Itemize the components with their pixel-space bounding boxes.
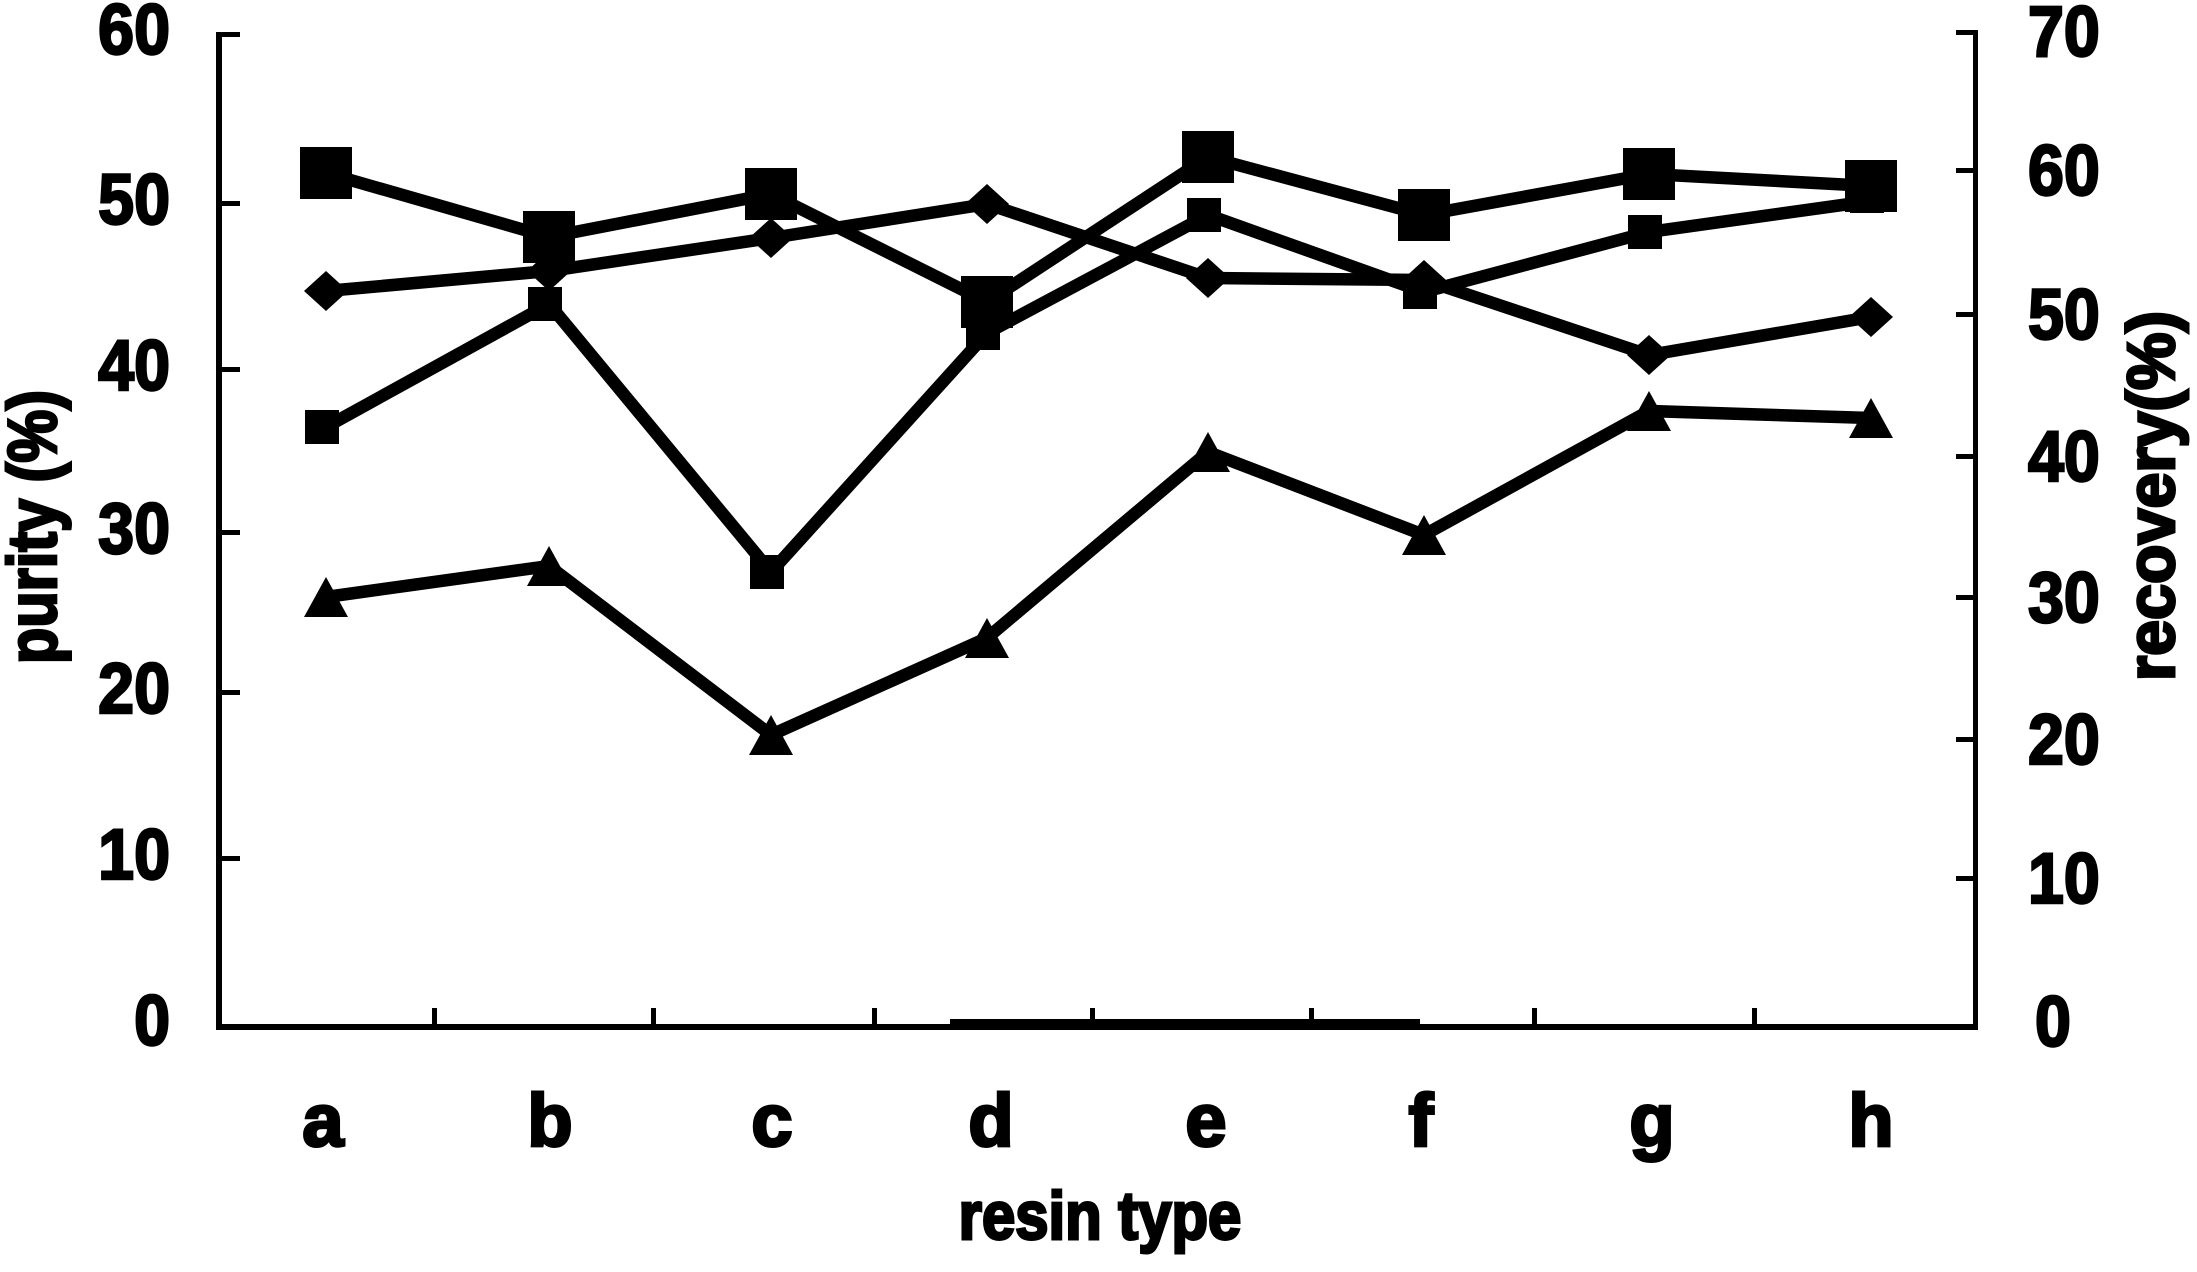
svg-text:50: 50	[2028, 276, 2100, 354]
svg-text:30: 30	[2028, 559, 2100, 637]
svg-text:10: 10	[2028, 840, 2100, 918]
svg-text:recovery(%): recovery(%)	[2113, 311, 2188, 681]
svg-text:60: 60	[2028, 132, 2100, 210]
svg-text:40: 40	[2028, 418, 2100, 496]
svg-text:g: g	[1629, 1079, 1674, 1162]
svg-text:60: 60	[98, 0, 170, 70]
svg-text:0: 0	[134, 982, 170, 1060]
svg-text:20: 20	[98, 650, 170, 728]
svg-text:f: f	[1409, 1079, 1434, 1162]
svg-text:0: 0	[2035, 983, 2071, 1061]
svg-text:resin type: resin type	[959, 1177, 1242, 1253]
svg-text:c: c	[751, 1079, 792, 1162]
svg-text:40: 40	[98, 327, 170, 405]
svg-text:purity (%): purity (%)	[0, 390, 71, 664]
svg-text:e: e	[1185, 1079, 1226, 1162]
svg-text:a: a	[302, 1079, 344, 1162]
svg-text:30: 30	[98, 490, 170, 568]
svg-text:20: 20	[2028, 701, 2100, 779]
svg-text:b: b	[527, 1079, 572, 1162]
svg-text:50: 50	[98, 161, 170, 239]
svg-text:h: h	[1848, 1079, 1893, 1162]
svg-text:d: d	[968, 1079, 1013, 1162]
svg-text:70: 70	[2028, 0, 2100, 72]
svg-text:10: 10	[98, 816, 170, 894]
